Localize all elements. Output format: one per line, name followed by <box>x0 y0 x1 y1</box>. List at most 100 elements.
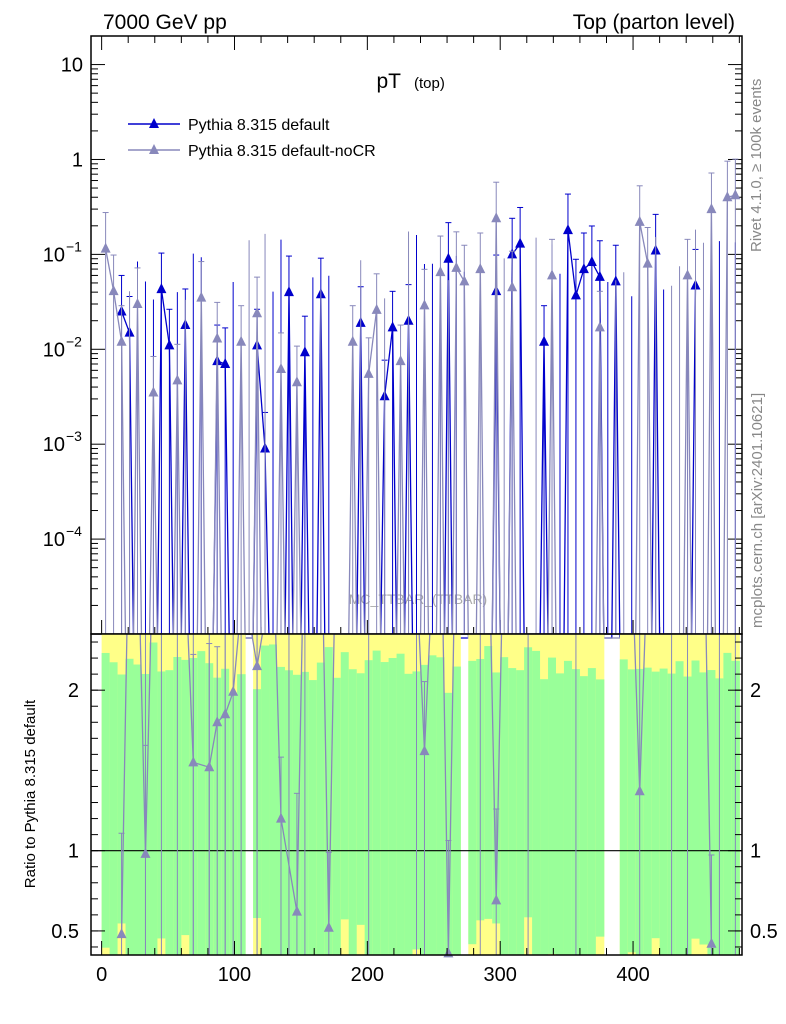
ratio-point-marker <box>634 785 645 796</box>
ratio-point-marker <box>140 847 151 858</box>
uncertainty-band-inner <box>125 658 135 955</box>
uncertainty-band-inner <box>340 652 350 920</box>
data-point-marker <box>419 299 430 310</box>
x-tick-label: 200 <box>351 964 384 986</box>
data-point-marker <box>451 261 462 272</box>
ratio-point-marker <box>706 937 717 948</box>
ratio-point-marker <box>275 812 286 823</box>
chart-title-subscript: (top) <box>414 75 445 92</box>
data-point-marker <box>594 321 605 332</box>
uncertainty-band-inner <box>516 670 525 955</box>
data-point-marker <box>730 189 741 200</box>
data-point-marker <box>586 256 597 267</box>
uncertainty-band-inner <box>548 657 557 954</box>
x-tick-label: 300 <box>484 964 517 986</box>
data-point-marker <box>371 303 382 314</box>
uncertainty-band-inner <box>468 660 477 945</box>
ratio-line <box>120 633 713 954</box>
uncertainty-band-inner <box>356 673 366 925</box>
ratio-point-marker <box>212 716 223 727</box>
data-point-marker <box>443 252 454 263</box>
ratio-y-tick-label: 1 <box>68 841 79 863</box>
uncertainty-band-inner <box>436 657 445 955</box>
data-point-marker <box>252 307 263 318</box>
uncertainty-band-inner <box>149 642 158 955</box>
ratio-panel-frame <box>90 633 743 956</box>
header-left-label: 7000 GeV pp <box>103 11 227 34</box>
data-point-marker <box>291 376 302 387</box>
uncertainty-band-inner <box>699 672 708 945</box>
ratio-series-nocr <box>116 633 736 958</box>
uncertainty-band-inner <box>380 662 390 955</box>
ratio-y-tick-label-right: 2 <box>750 680 761 702</box>
uncertainty-band-inner <box>133 664 142 955</box>
uncertainty-band-inner <box>675 661 685 955</box>
uncertainty-band-inner <box>484 646 493 919</box>
legend-label-nocr: Pythia 8.315 default-noCR <box>188 143 376 160</box>
uncertainty-band-inner <box>316 662 326 955</box>
uncertainty-band-inner <box>101 652 111 948</box>
data-point-marker <box>299 346 310 357</box>
main-series <box>100 158 741 639</box>
x-tick-label: 100 <box>218 964 251 986</box>
data-point-marker <box>172 374 183 385</box>
uncertainty-band-inner <box>388 658 398 955</box>
legend-label-default: Pythia 8.315 default <box>188 117 330 134</box>
data-point-marker <box>507 281 518 292</box>
data-point-marker <box>578 263 589 274</box>
data-point-marker <box>515 237 526 248</box>
data-point-marker <box>547 269 558 280</box>
y-tick-label: 1 <box>72 149 83 171</box>
data-point-marker <box>594 270 605 281</box>
uncertainty-band-inner <box>508 668 517 955</box>
y-tick-label-base: 10 <box>43 244 65 266</box>
data-point-marker <box>435 266 446 277</box>
data-point-marker <box>363 367 374 378</box>
ratio-panel: 0.5 0.5 1 1 2 2 0 100 200 300 400 <box>51 633 778 986</box>
data-point-marker <box>706 203 717 214</box>
uncertainty-band-inner <box>563 660 573 955</box>
y-tick-label-exponent: −2 <box>66 333 82 349</box>
data-point-marker <box>562 224 573 235</box>
uncertainty-band-inner <box>723 652 732 955</box>
rivet-version-label: Rivet 4.1.0, ≥ 100k events <box>748 79 765 252</box>
ratio-axis-ticks: 0.5 0.5 1 1 2 2 0 100 200 300 400 <box>51 641 778 986</box>
y-tick-label-exponent: −3 <box>66 428 82 444</box>
uncertainty-band-inner <box>659 668 669 955</box>
legend-entry-default: Pythia 8.315 default <box>128 117 330 134</box>
uncertainty-band-inner <box>707 670 716 955</box>
data-point-marker <box>459 275 470 286</box>
uncertainty-band-inner <box>643 667 653 955</box>
uncertainty-band-inner <box>396 653 406 955</box>
ratio-point-marker <box>116 928 127 939</box>
ratio-point-marker <box>323 921 334 932</box>
y-tick-label-base: 10 <box>43 434 65 456</box>
series-default-nocr <box>100 158 741 639</box>
uncertainty-band-inner <box>269 644 278 955</box>
ratio-series <box>116 633 736 958</box>
data-point-marker <box>634 215 645 226</box>
data-point-marker <box>347 335 358 346</box>
uncertainty-band-inner <box>579 676 589 955</box>
uncertainty-band-inner <box>444 692 453 955</box>
uncertainty-band-inner <box>404 673 414 955</box>
uncertainty-band-inner <box>651 671 661 939</box>
ratio-y-tick-label: 2 <box>68 680 79 702</box>
uncertainty-band-inner <box>261 645 270 955</box>
uncertainty-band-inner <box>587 668 597 955</box>
data-point-marker <box>156 283 167 294</box>
chart-title: pT <box>376 70 401 93</box>
ratio-y-axis-label: Ratio to Pythia 8.315 default <box>22 699 39 888</box>
data-point-marker <box>212 332 223 343</box>
data-point-marker <box>275 362 286 373</box>
uncertainty-band-inner <box>117 674 127 924</box>
y-tick-label: 10 <box>61 55 83 77</box>
uncertainty-band-inner <box>556 673 565 955</box>
x-tick-label: 400 <box>616 964 649 986</box>
ratio-point-marker <box>419 745 430 756</box>
data-point-marker <box>387 321 398 332</box>
data-point-marker <box>283 286 294 297</box>
header-right-label: Top (parton level) <box>573 11 735 34</box>
ratio-point-marker <box>291 905 302 916</box>
uncertainty-band-inner <box>532 650 541 955</box>
